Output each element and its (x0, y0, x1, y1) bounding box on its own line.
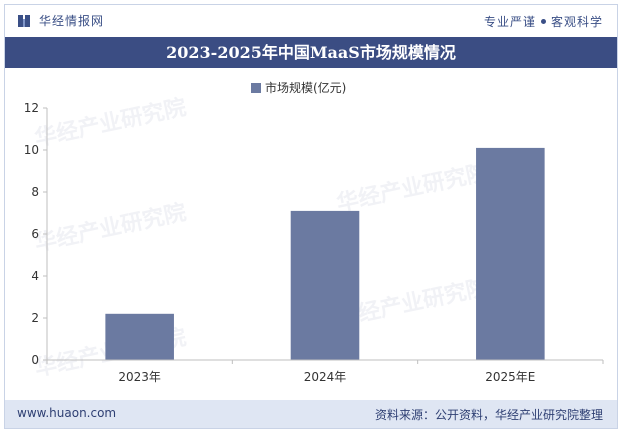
bar-2024年[interactable] (290, 210, 360, 360)
bar-2025年E[interactable] (476, 147, 545, 360)
top-bar: 华经情报网 专业严谨 客观科学 (5, 5, 617, 35)
y-tick-label: 2 (31, 311, 39, 325)
chart-frame: 华经情报网 专业严谨 客观科学 2023-2025年中国MaaS市场规模情况 华… (4, 4, 618, 429)
tagline-left: 专业严谨 (483, 15, 536, 29)
legend: 市场规模(亿元) (251, 80, 346, 95)
footer-url[interactable]: www.huaon.com (17, 406, 117, 420)
x-axis: 2023年 2024年 2025年E (46, 359, 604, 384)
y-tick-label: 8 (31, 185, 39, 199)
y-axis: 0 2 4 6 8 10 12 (24, 101, 48, 367)
brand-logo-icon (18, 14, 30, 27)
y-tick-label: 4 (31, 269, 39, 283)
bar-2023年[interactable] (105, 313, 174, 360)
x-tick-label: 2025年E (485, 370, 535, 384)
tagline: 专业严谨 客观科学 (484, 13, 603, 30)
brand[interactable]: 华经情报网 (17, 12, 104, 29)
x-tick-label: 2023年 (118, 370, 161, 384)
brand-name: 华经情报网 (39, 14, 105, 28)
bar-chart: 市场规模(亿元) 0 2 4 6 8 10 12 2023年 2024年 2025年E (24, 80, 604, 384)
bars (105, 147, 545, 360)
y-tick-label: 12 (24, 101, 39, 115)
y-tick-label: 0 (31, 353, 39, 367)
y-tick-label: 10 (24, 143, 39, 157)
legend-swatch (251, 83, 261, 93)
x-tick-label: 2024年 (304, 370, 347, 384)
legend-label: 市场规模(亿元) (265, 80, 346, 95)
chart-title: 2023-2025年中国MaaS市场规模情况 (5, 37, 617, 68)
footer-source: 资料来源：公开资料，华经产业研究院整理 (374, 408, 603, 422)
y-tick-label: 6 (31, 227, 39, 241)
tagline-right: 客观科学 (550, 15, 603, 29)
tagline-separator-dot (540, 19, 546, 24)
footer: www.huaon.com 资料来源：公开资料，华经产业研究院整理 (5, 400, 617, 428)
